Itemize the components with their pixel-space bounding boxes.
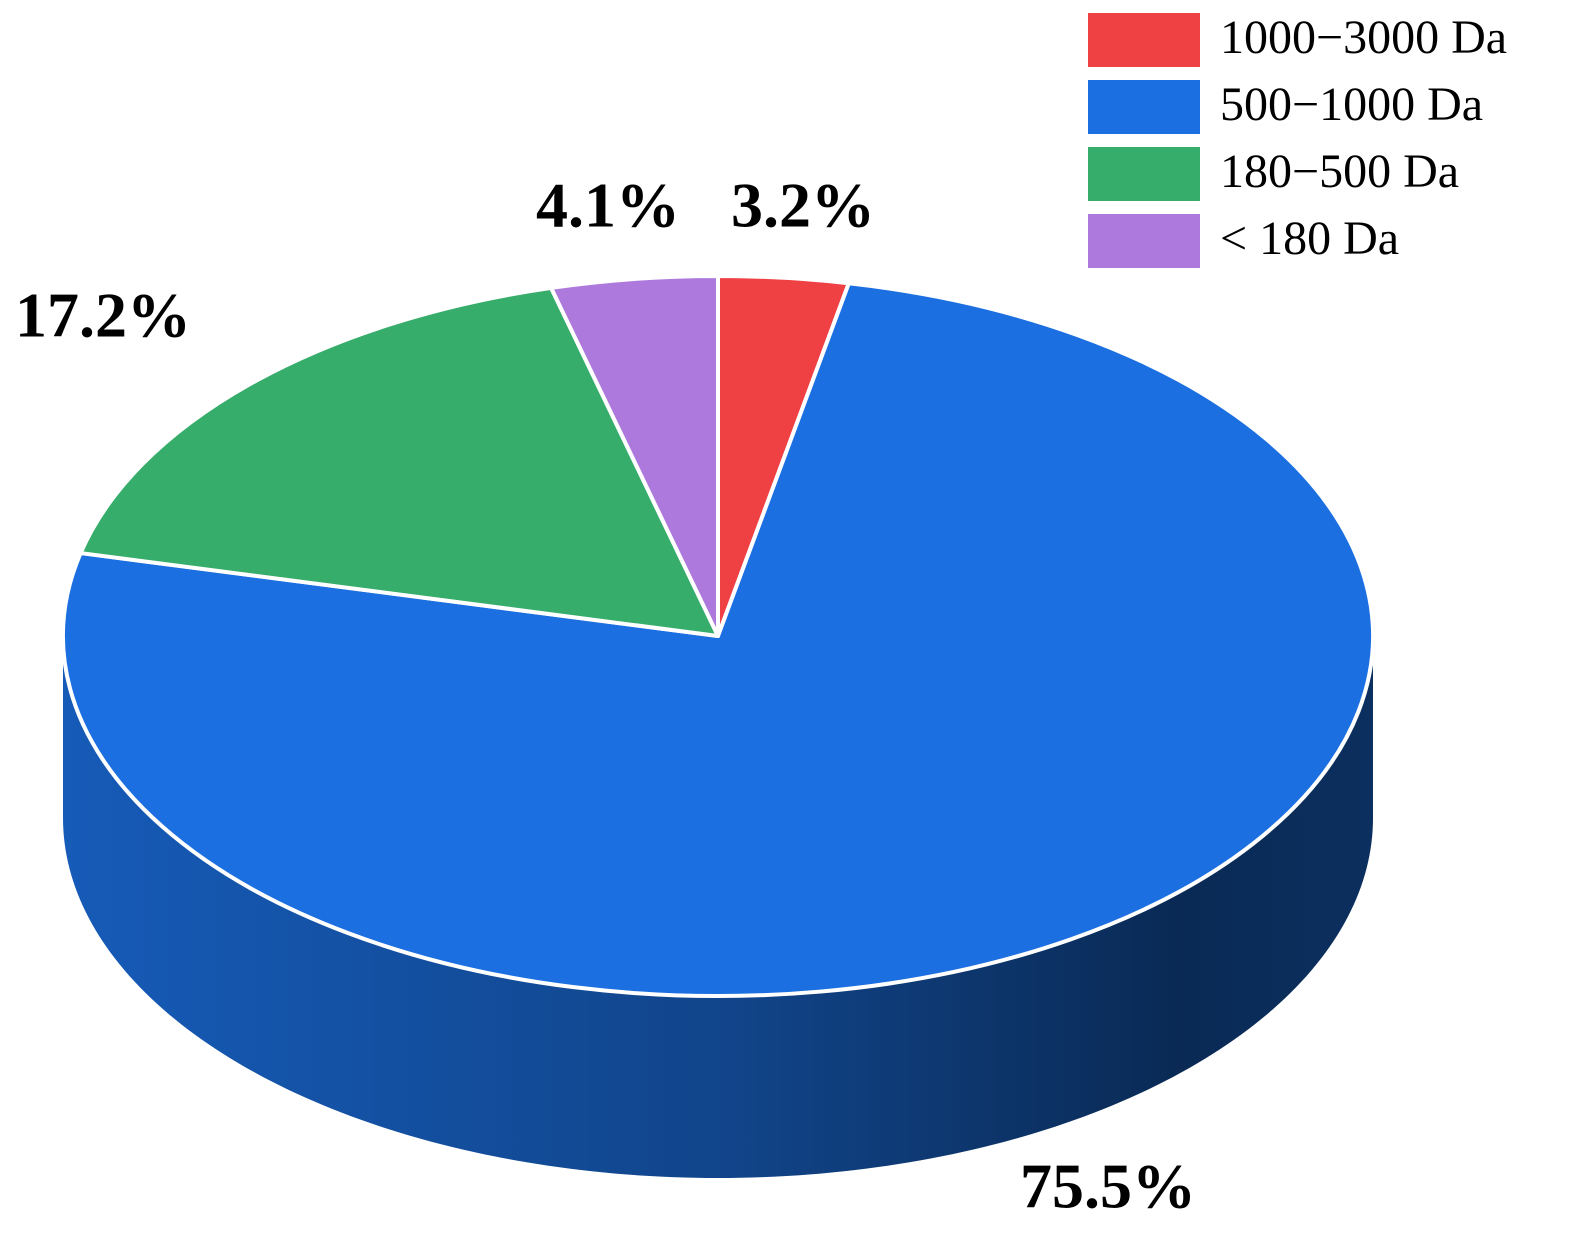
pie-slice — [549, 274, 720, 638]
legend-swatch — [1088, 147, 1200, 201]
legend-swatch — [1088, 214, 1200, 268]
legend-label: 180−500 Da — [1220, 145, 1459, 198]
pie-sides — [63, 636, 1373, 1178]
pie-slice — [61, 281, 1375, 998]
legend-swatch — [1088, 13, 1200, 67]
value-label: 3.2% — [731, 170, 875, 241]
value-label: 4.1% — [536, 170, 680, 241]
legend-swatch — [1088, 80, 1200, 134]
legend-label: < 180 Da — [1220, 212, 1399, 265]
legend-label: 500−1000 Da — [1220, 78, 1483, 131]
pie-slice — [78, 285, 720, 638]
legend: 1000−3000 Da 500−1000 Da 180−500 Da < 180 D… — [1088, 11, 1507, 268]
value-label: 75.5% — [1020, 1151, 1196, 1222]
pie-tops — [61, 274, 1375, 998]
value-labels: 3.2% 75.5% 17.2% 4.1% — [15, 170, 1196, 1222]
legend-label: 1000−3000 Da — [1220, 11, 1507, 64]
pie-side — [63, 636, 1373, 1178]
value-label: 17.2% — [15, 280, 191, 351]
